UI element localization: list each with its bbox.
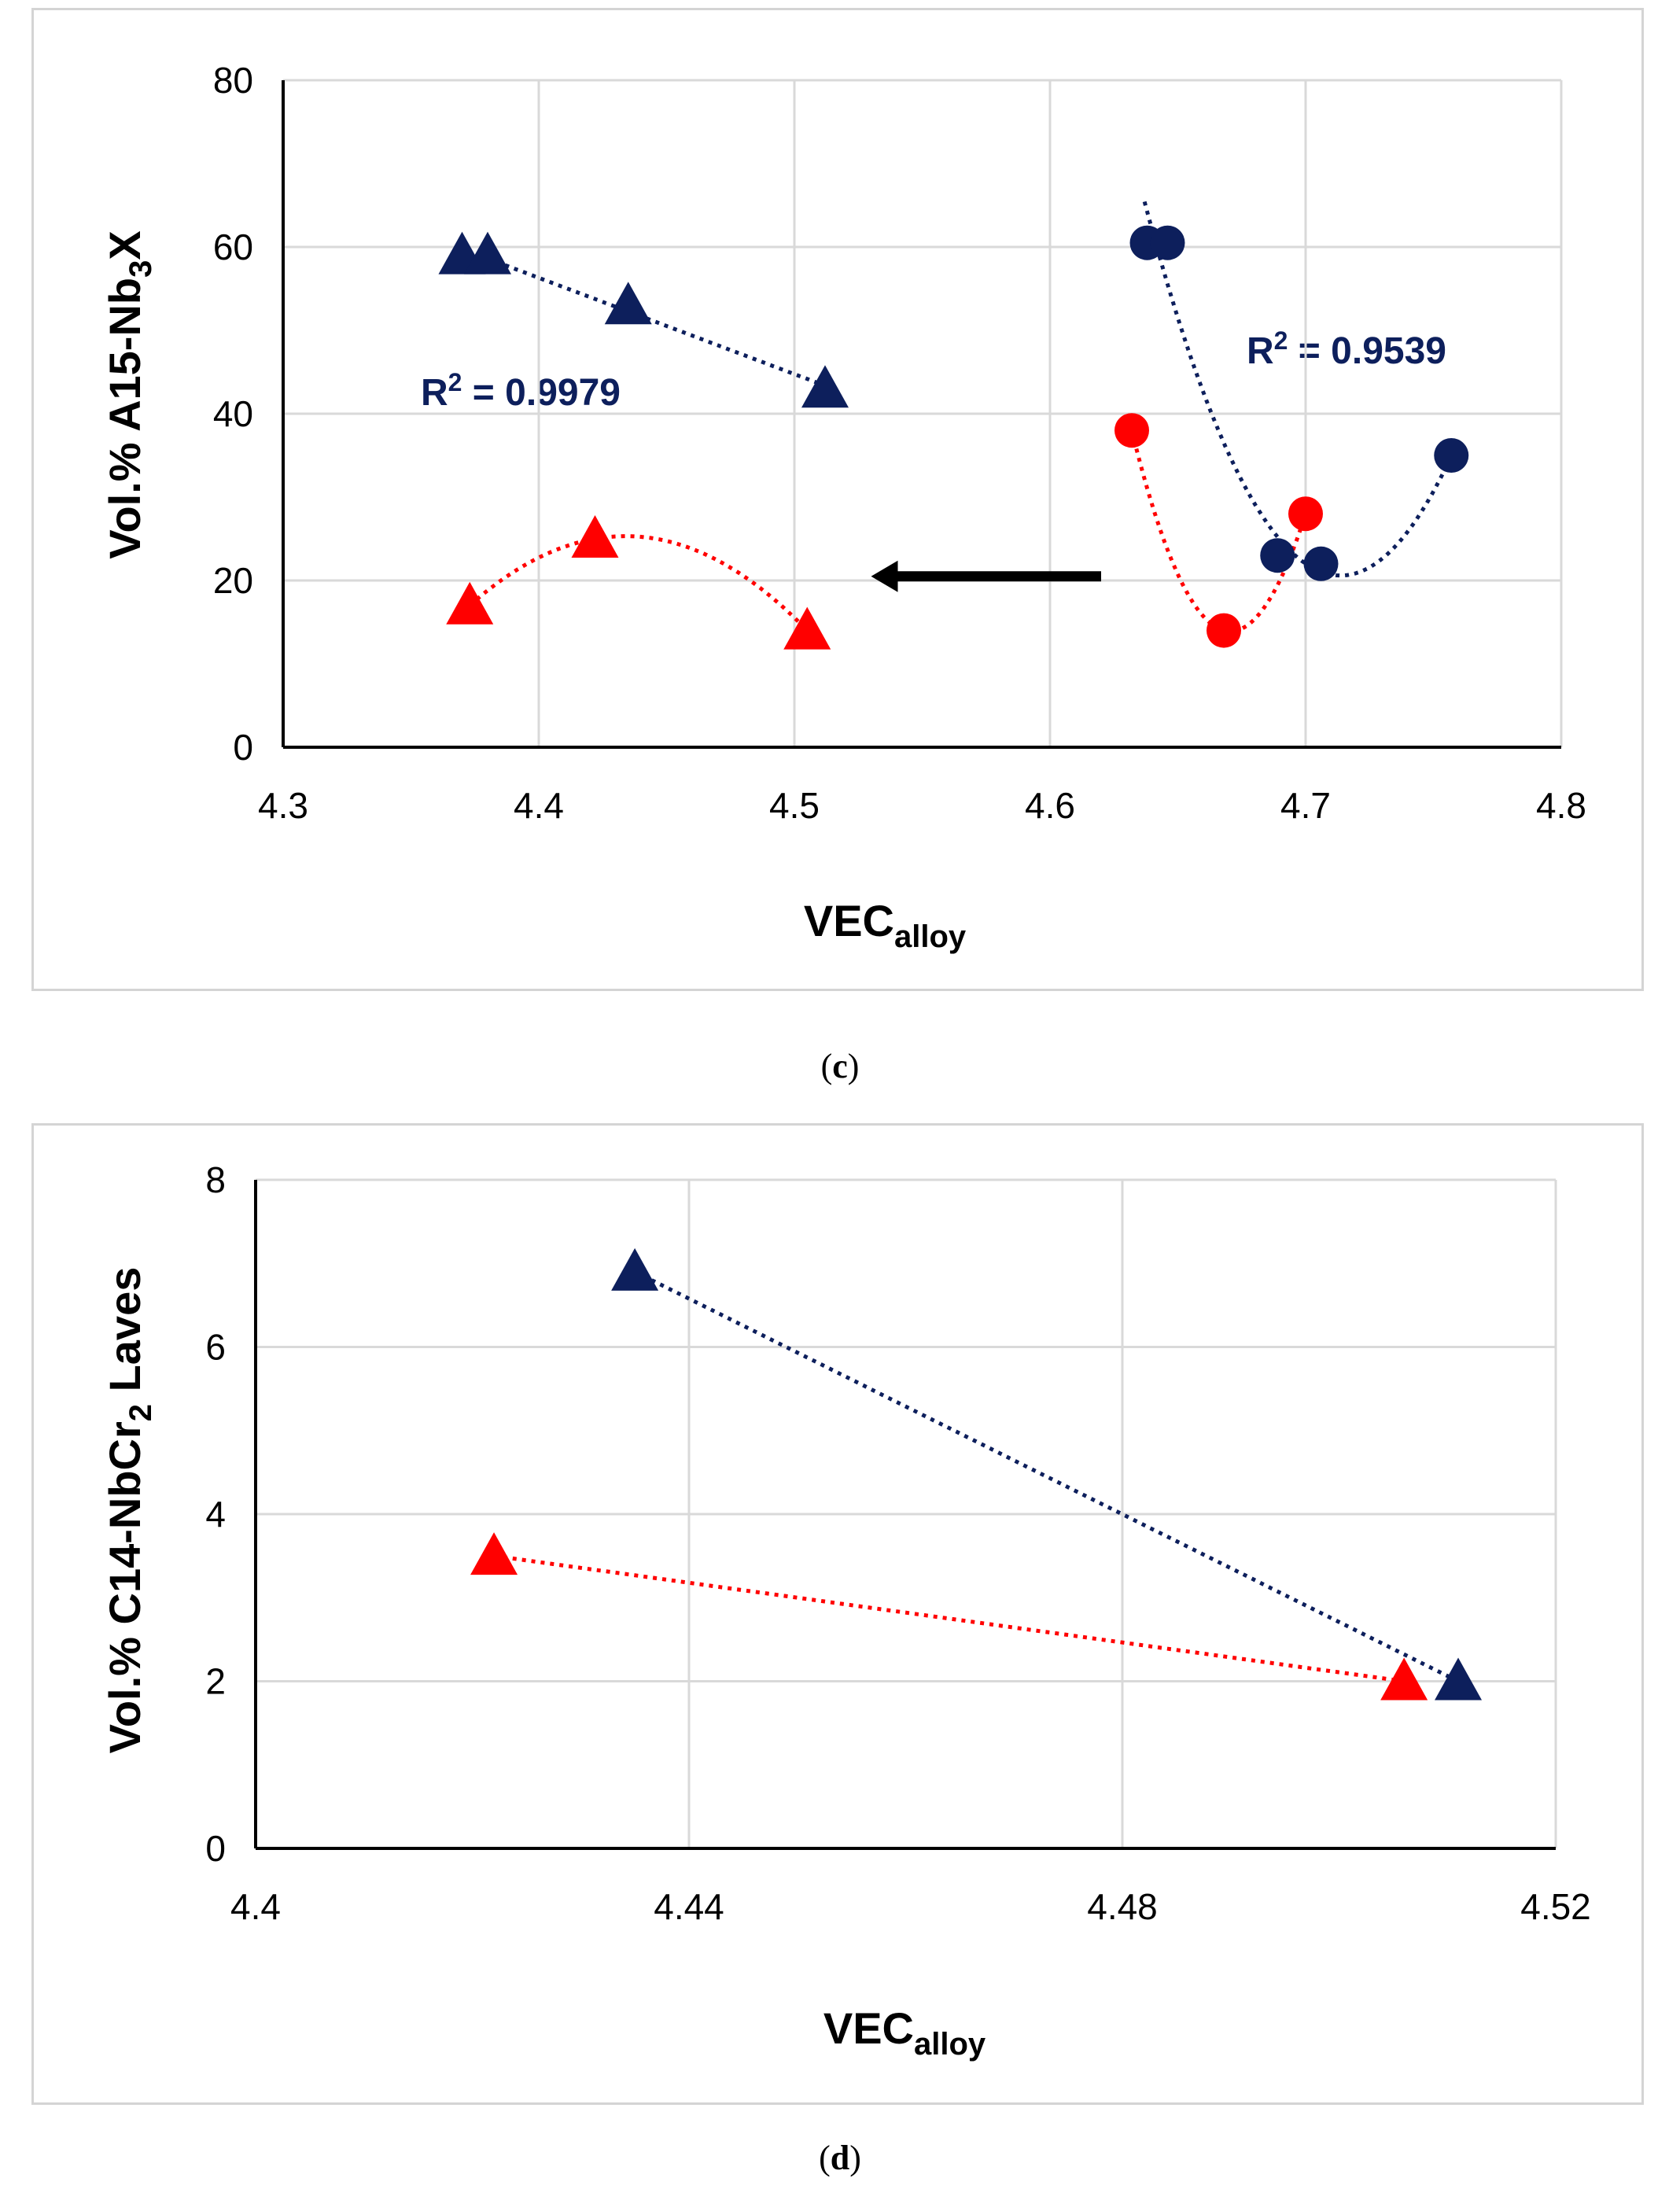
x-tick-label: 4.4 [514,785,564,826]
trendline-2 [1142,201,1453,578]
chart-d: 4.4 4.44 4.48 4.52 0 2 4 6 8 [205,1159,1590,1927]
triangle-marker [783,606,831,650]
circle-marker [1303,546,1339,581]
x-axis-title-c: VECalloy [804,896,967,954]
trendline-0 [487,256,826,388]
circle-marker [1288,496,1323,532]
x-tick-label: 4.3 [258,785,308,826]
circle-marker [1150,225,1185,260]
x-axis-title-d: VECalloy [823,2003,986,2062]
caption-c: (c) [820,1047,860,1085]
r2-annotation-right: R2 = 0.9539 [1247,326,1446,372]
triangle-marker [801,365,849,408]
y-tick-label: 60 [213,227,253,267]
y-tick-label: 0 [205,1828,226,1869]
y-tick-label: 8 [205,1159,226,1200]
x-tick-label: 4.52 [1520,1886,1591,1927]
x-tick-label: 4.6 [1025,785,1075,826]
arrow-head [871,560,898,592]
y-tick-label: 0 [233,727,253,768]
trendline-3 [1129,429,1308,634]
y-tick-label: 40 [213,393,253,434]
trendline-1 [468,534,809,632]
triangle-marker [464,231,511,275]
caption-d: (d) [819,2139,861,2177]
triangle-marker [571,515,619,558]
triangle-marker [1435,1657,1483,1701]
chart-panel-c-frame [31,8,1644,991]
caption-d-letter: d [830,2139,850,2177]
r2-annotation-left: R2 = 0.9979 [421,368,621,414]
caption-c-letter: c [832,1047,848,1085]
chart-c: 4.3 4.4 4.5 4.6 4.7 4.8 0 20 40 60 80 [213,60,1586,826]
triangle-marker [611,1247,659,1291]
x-tick-label: 4.48 [1087,1886,1158,1927]
triangle-marker [470,1532,518,1575]
circle-marker [1260,538,1295,573]
chart-panel-d-frame [31,1123,1644,2105]
triangle-marker [446,581,494,625]
triangle-marker [1380,1657,1428,1701]
y-tick-label: 20 [213,560,253,601]
y-tick-label: 4 [205,1494,226,1535]
triangle-marker [604,282,652,325]
y-tick-label: 6 [205,1327,226,1368]
x-tick-label: 4.4 [230,1886,281,1927]
trendline-0 [633,1269,1460,1683]
x-tick-label: 4.7 [1280,785,1331,826]
y-tick-label: 2 [205,1661,226,1702]
circle-marker [1207,613,1241,648]
x-tick-label: 4.5 [769,785,820,826]
y-axis-title-d: Vol.% C14-NbCr2 Laves [100,1267,158,1754]
circle-marker [1114,413,1149,448]
y-tick-label: 80 [213,60,253,101]
circle-marker [1434,438,1469,473]
y-axis-title-c: Vol.% A15-Nb3X [100,230,158,558]
x-tick-label: 4.44 [654,1886,724,1927]
trendline-1 [493,1553,1405,1683]
x-tick-label: 4.8 [1536,785,1586,826]
